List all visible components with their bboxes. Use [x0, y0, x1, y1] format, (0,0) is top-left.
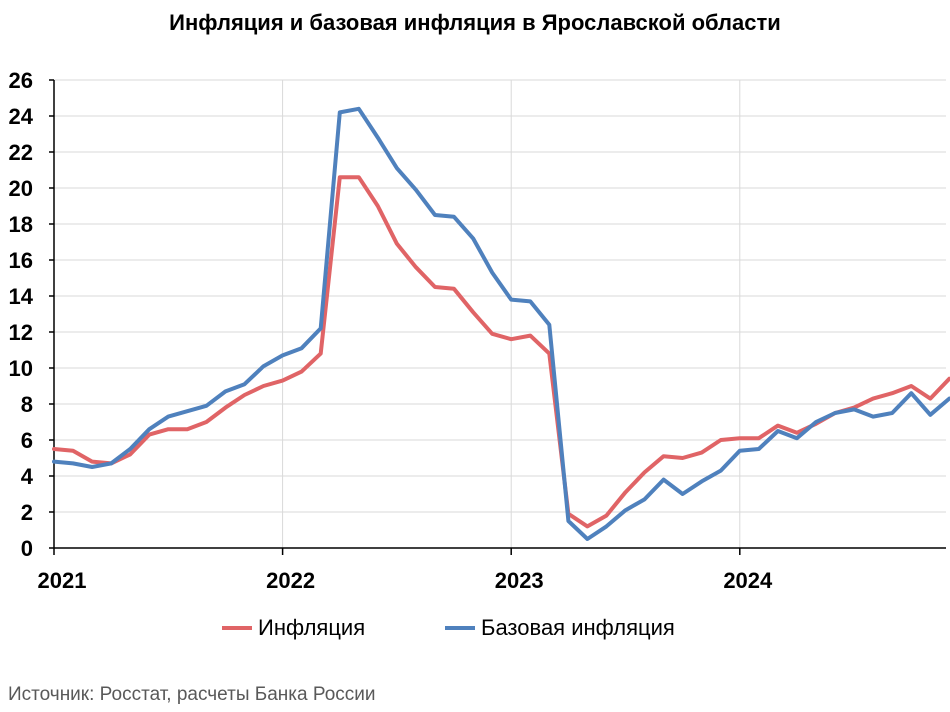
legend-swatch-inflation [222, 626, 252, 630]
y-tick-label: 2 [21, 500, 33, 525]
y-tick-label: 18 [9, 212, 33, 237]
y-tick-label: 22 [9, 140, 33, 165]
y-tick-label: 14 [9, 284, 34, 309]
y-tick-label: 24 [9, 104, 34, 129]
y-tick-label: 12 [9, 320, 33, 345]
grid-lines [54, 79, 946, 548]
x-tick-label: 2024 [723, 568, 773, 593]
legend-item-inflation: Инфляция [222, 615, 365, 641]
source-note: Источник: Росстат, расчеты Банка России [8, 684, 376, 705]
series-lines [52, 106, 950, 541]
x-tick-label: 2021 [38, 568, 87, 593]
y-tick-label: 16 [9, 248, 33, 273]
series-line-inflation [52, 175, 950, 529]
y-tick-label: 26 [9, 68, 33, 93]
axes [49, 79, 946, 555]
y-tick-label: 4 [21, 464, 34, 489]
series-line-core-inflation [52, 106, 950, 541]
x-tick-label: 2023 [495, 568, 544, 593]
legend-swatch-core-inflation [445, 626, 475, 630]
y-tick-label: 10 [9, 356, 33, 381]
x-tick-labels: 2021 2022 2023 2024 [38, 568, 774, 593]
y-tick-label: 20 [9, 176, 33, 201]
y-tick-label: 6 [21, 428, 33, 453]
legend-item-core-inflation: Базовая инфляция [445, 615, 675, 641]
legend-label-core-inflation: Базовая инфляция [481, 615, 675, 640]
y-tick-label: 8 [21, 392, 33, 417]
legend-label-inflation: Инфляция [258, 615, 366, 640]
y-tick-label: 0 [21, 536, 33, 561]
x-tick-label: 2022 [266, 568, 315, 593]
chart-title: Инфляция и базовая инфляция в Ярославско… [169, 10, 781, 35]
